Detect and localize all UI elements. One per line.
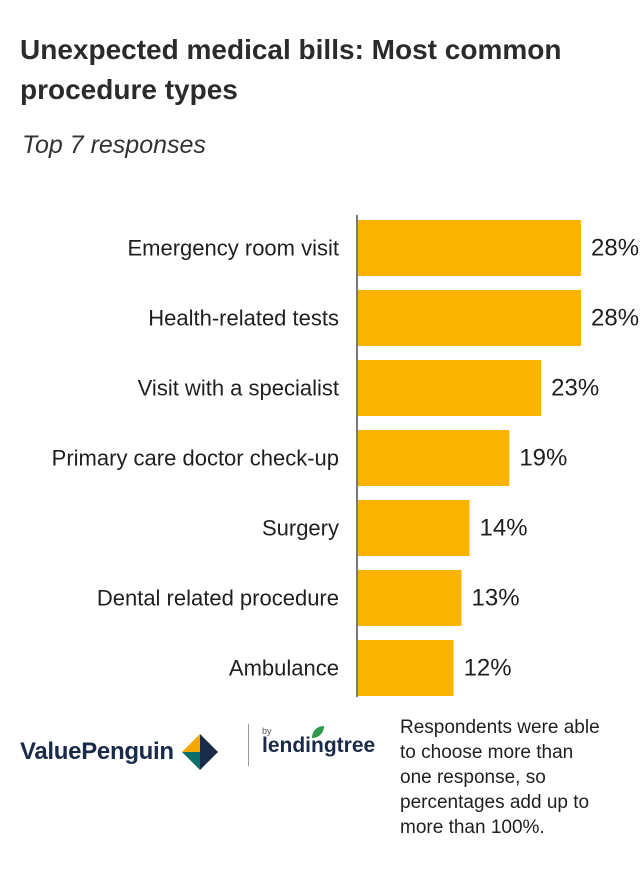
category-label: Visit with a specialist <box>138 376 339 401</box>
value-label: 14% <box>480 515 528 542</box>
valuepenguin-wordmark: ValuePenguin <box>20 738 174 765</box>
lendingtree-leaf-icon <box>312 726 324 738</box>
chart-title: Unexpected medical bills: Most common pr… <box>20 34 562 105</box>
category-label: Emergency room visit <box>127 236 339 261</box>
bar <box>358 220 581 276</box>
chart-subtitle: Top 7 responses <box>22 131 206 159</box>
value-label: 23% <box>551 375 599 402</box>
value-label: 13% <box>472 585 520 612</box>
value-label: 12% <box>464 655 512 682</box>
bar <box>358 570 462 626</box>
valuepenguin-logo: ValuePenguin <box>20 732 220 772</box>
value-label: 28% <box>591 235 639 262</box>
category-label: Ambulance <box>229 656 339 681</box>
category-label: Primary care doctor check-up <box>52 446 339 471</box>
category-label: Dental related procedure <box>97 586 339 611</box>
bar <box>358 640 454 696</box>
value-label: 19% <box>519 445 567 472</box>
bar <box>358 430 510 486</box>
bar-chart: Emergency room visit 28% Health-related te… <box>52 215 639 697</box>
bar <box>358 360 542 416</box>
footer: ValuePenguin by lendingtree Respondents … <box>0 710 640 890</box>
valuepenguin-diamond-icon <box>181 734 218 770</box>
bar <box>358 500 470 556</box>
value-label: 28% <box>591 305 639 332</box>
category-label: Health-related tests <box>148 306 339 331</box>
logo-divider <box>248 724 249 766</box>
lendingtree-logo: by lendingtree <box>262 726 375 758</box>
lendingtree-wordmark: lendingtree <box>262 734 376 757</box>
category-label: Surgery <box>262 516 339 541</box>
lendingtree-by: by <box>262 726 272 736</box>
footnote: Respondents were able to choose more tha… <box>400 717 600 838</box>
bar <box>358 290 581 346</box>
